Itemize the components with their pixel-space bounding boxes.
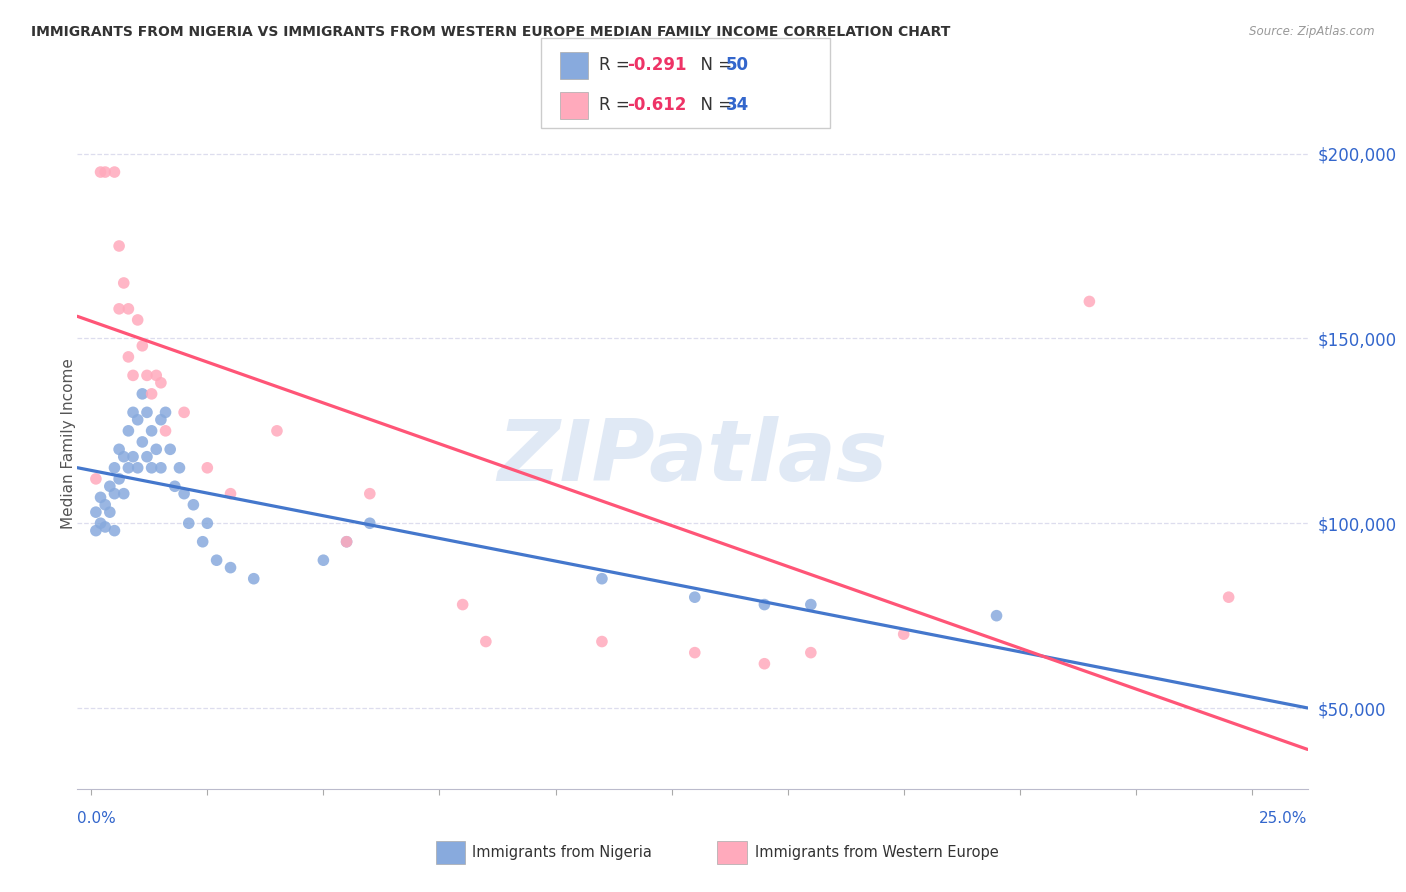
Text: IMMIGRANTS FROM NIGERIA VS IMMIGRANTS FROM WESTERN EUROPE MEDIAN FAMILY INCOME C: IMMIGRANTS FROM NIGERIA VS IMMIGRANTS FR… [31, 25, 950, 39]
Point [336, 534, 359, 549]
Point [173, 486, 195, 500]
Point [800, 598, 823, 612]
Point [136, 450, 159, 464]
Point [108, 442, 131, 457]
Text: ZIPatlas: ZIPatlas [498, 416, 887, 500]
Point [131, 339, 153, 353]
Point [195, 460, 218, 475]
Point [177, 516, 200, 531]
Point [108, 472, 131, 486]
Point [141, 424, 163, 438]
Point [336, 534, 359, 549]
Text: R =: R = [599, 56, 636, 74]
Point [94, 520, 117, 534]
Point [155, 405, 177, 419]
Point [683, 590, 706, 604]
Text: 50: 50 [725, 56, 748, 74]
Text: 0.0%: 0.0% [77, 812, 117, 826]
Text: N =: N = [690, 56, 738, 74]
Point [98, 505, 121, 519]
Point [103, 165, 125, 179]
Point [94, 498, 117, 512]
Point [359, 486, 381, 500]
Point [754, 657, 776, 671]
Point [475, 634, 498, 648]
Point [127, 313, 149, 327]
Point [451, 598, 474, 612]
Point [94, 165, 117, 179]
Point [136, 405, 159, 419]
Point [266, 424, 288, 438]
Point [312, 553, 335, 567]
Point [183, 498, 205, 512]
Text: -0.291: -0.291 [627, 56, 686, 74]
Point [219, 486, 242, 500]
Text: -0.612: -0.612 [627, 96, 686, 114]
Point [136, 368, 159, 383]
Point [893, 627, 915, 641]
Point [103, 486, 125, 500]
Point [173, 405, 195, 419]
Point [359, 516, 381, 531]
Point [149, 460, 172, 475]
Point [149, 413, 172, 427]
Text: Immigrants from Western Europe: Immigrants from Western Europe [755, 846, 998, 860]
Point [141, 460, 163, 475]
Point [1218, 590, 1240, 604]
Point [591, 572, 613, 586]
Point [103, 524, 125, 538]
Point [117, 350, 139, 364]
Text: N =: N = [690, 96, 738, 114]
Point [90, 491, 112, 505]
Point [169, 460, 191, 475]
Point [108, 301, 131, 316]
Point [112, 276, 135, 290]
Point [754, 598, 776, 612]
Point [986, 608, 1008, 623]
Y-axis label: Median Family Income: Median Family Income [62, 359, 76, 529]
Point [145, 442, 167, 457]
Point [219, 560, 242, 574]
Point [195, 516, 218, 531]
Point [163, 479, 186, 493]
Text: Immigrants from Nigeria: Immigrants from Nigeria [472, 846, 652, 860]
Point [205, 553, 228, 567]
Point [1078, 294, 1101, 309]
Point [103, 460, 125, 475]
Point [131, 387, 153, 401]
Point [127, 413, 149, 427]
Point [159, 442, 181, 457]
Point [155, 424, 177, 438]
Point [90, 165, 112, 179]
Point [117, 424, 139, 438]
Text: R =: R = [599, 96, 636, 114]
Point [117, 301, 139, 316]
Point [108, 239, 131, 253]
Point [98, 479, 121, 493]
Point [191, 534, 214, 549]
Point [84, 472, 107, 486]
Point [127, 460, 149, 475]
Point [122, 405, 145, 419]
Point [84, 505, 107, 519]
Point [145, 368, 167, 383]
Point [591, 634, 613, 648]
Point [122, 368, 145, 383]
Point [242, 572, 264, 586]
Point [122, 450, 145, 464]
Point [112, 486, 135, 500]
Point [90, 516, 112, 531]
Point [683, 646, 706, 660]
Point [131, 434, 153, 449]
Point [149, 376, 172, 390]
Point [117, 460, 139, 475]
Text: 34: 34 [725, 96, 749, 114]
Point [800, 646, 823, 660]
Point [84, 524, 107, 538]
Point [98, 54, 121, 69]
Text: 25.0%: 25.0% [1260, 812, 1308, 826]
Point [141, 387, 163, 401]
Point [112, 450, 135, 464]
Text: Source: ZipAtlas.com: Source: ZipAtlas.com [1250, 25, 1375, 38]
